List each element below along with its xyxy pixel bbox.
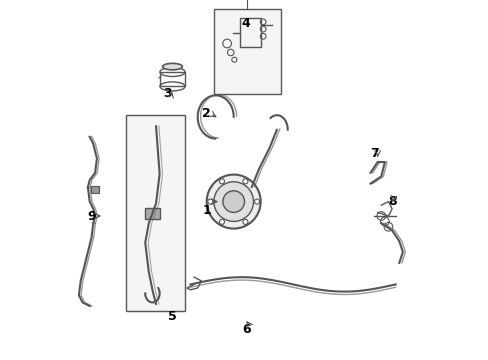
- Bar: [239, 18, 261, 47]
- Bar: [213, 9, 280, 94]
- Circle shape: [206, 175, 260, 229]
- Circle shape: [207, 199, 212, 204]
- Text: 2: 2: [202, 107, 211, 120]
- Text: 1: 1: [202, 204, 211, 217]
- Bar: [145, 208, 159, 219]
- Text: 9: 9: [87, 210, 96, 222]
- Text: 6: 6: [242, 323, 250, 336]
- Text: 3: 3: [163, 87, 171, 100]
- Text: 8: 8: [387, 195, 396, 208]
- Text: 7: 7: [369, 147, 378, 159]
- Bar: [125, 115, 185, 311]
- Circle shape: [213, 182, 253, 221]
- Circle shape: [254, 199, 259, 204]
- Text: 5: 5: [168, 310, 177, 323]
- Circle shape: [243, 219, 247, 224]
- Circle shape: [219, 179, 224, 184]
- Ellipse shape: [163, 63, 182, 70]
- Bar: [91, 186, 99, 193]
- Circle shape: [219, 219, 224, 224]
- Circle shape: [223, 191, 244, 212]
- Bar: [160, 72, 185, 86]
- Circle shape: [243, 179, 247, 184]
- Text: 4: 4: [242, 17, 250, 30]
